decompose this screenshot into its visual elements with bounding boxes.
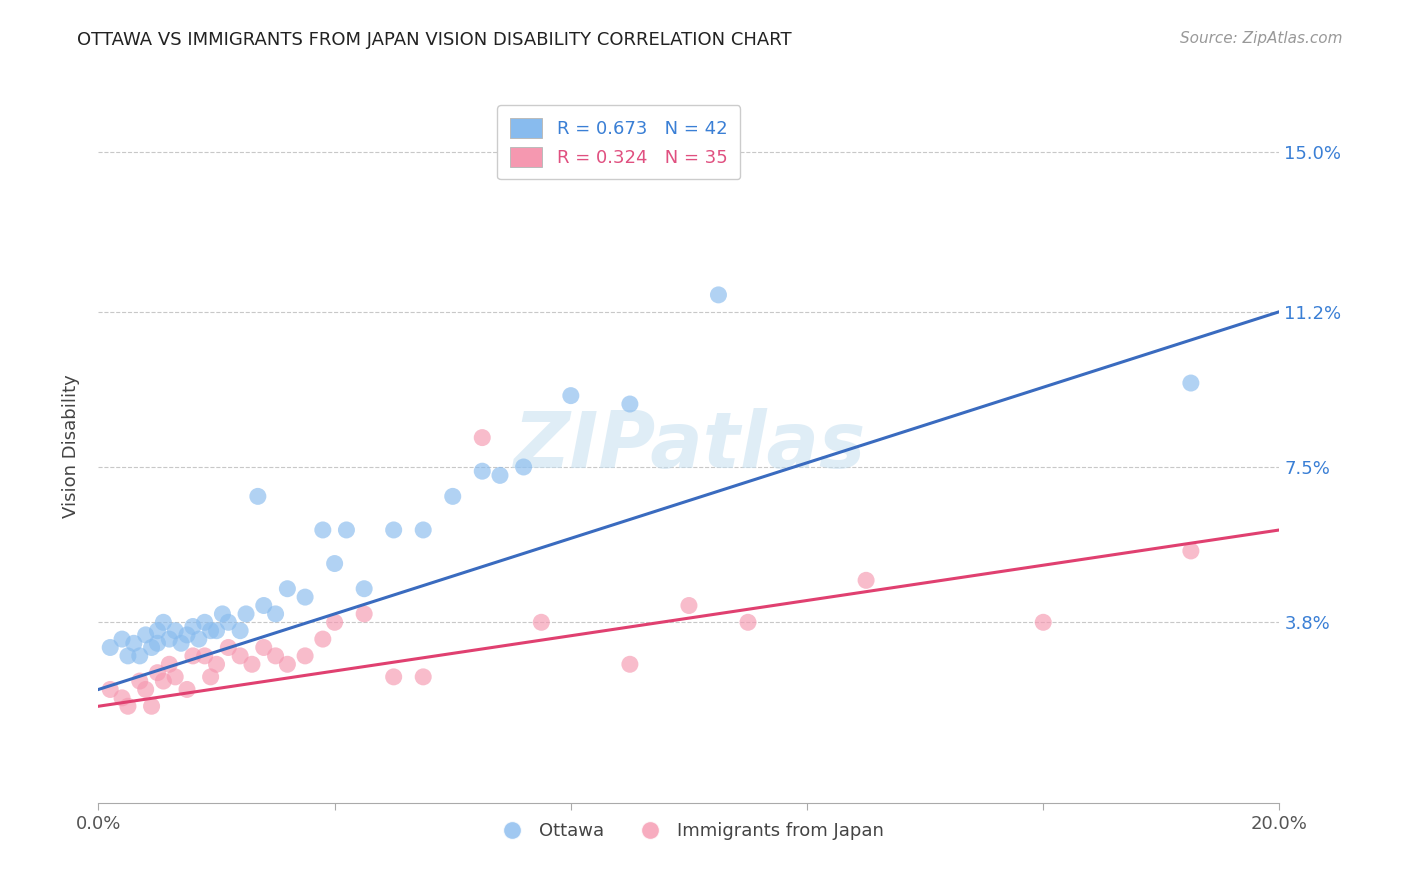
- Point: [335, 523, 357, 537]
- Point: [128, 674, 150, 689]
- Point: [135, 682, 157, 697]
- Point: [619, 397, 641, 411]
- Point: [211, 607, 233, 621]
- Point: [165, 670, 187, 684]
- Point: [194, 648, 217, 663]
- Point: [530, 615, 553, 630]
- Point: [294, 590, 316, 604]
- Point: [246, 489, 269, 503]
- Point: [1180, 376, 1202, 390]
- Text: Source: ZipAtlas.com: Source: ZipAtlas.com: [1180, 31, 1343, 46]
- Point: [264, 607, 287, 621]
- Point: [217, 640, 239, 655]
- Point: [135, 628, 157, 642]
- Point: [152, 615, 174, 630]
- Point: [176, 682, 198, 697]
- Point: [1032, 615, 1054, 630]
- Point: [323, 615, 346, 630]
- Point: [146, 636, 169, 650]
- Point: [205, 624, 228, 638]
- Point: [353, 607, 375, 621]
- Text: OTTAWA VS IMMIGRANTS FROM JAPAN VISION DISABILITY CORRELATION CHART: OTTAWA VS IMMIGRANTS FROM JAPAN VISION D…: [77, 31, 792, 49]
- Text: ZIPatlas: ZIPatlas: [513, 408, 865, 484]
- Point: [181, 619, 204, 633]
- Point: [678, 599, 700, 613]
- Y-axis label: Vision Disability: Vision Disability: [62, 374, 80, 518]
- Point: [253, 599, 276, 613]
- Point: [98, 640, 121, 655]
- Point: [412, 670, 434, 684]
- Point: [200, 624, 222, 638]
- Point: [353, 582, 375, 596]
- Point: [737, 615, 759, 630]
- Point: [117, 648, 139, 663]
- Point: [253, 640, 276, 655]
- Point: [128, 648, 150, 663]
- Point: [294, 648, 316, 663]
- Point: [489, 468, 512, 483]
- Point: [312, 632, 335, 646]
- Point: [1180, 544, 1202, 558]
- Point: [707, 288, 730, 302]
- Point: [181, 648, 204, 663]
- Point: [98, 682, 121, 697]
- Point: [441, 489, 464, 503]
- Point: [170, 636, 193, 650]
- Point: [229, 648, 252, 663]
- Point: [117, 699, 139, 714]
- Point: [412, 523, 434, 537]
- Point: [194, 615, 217, 630]
- Point: [312, 523, 335, 537]
- Point: [560, 389, 582, 403]
- Point: [111, 632, 134, 646]
- Point: [122, 636, 145, 650]
- Point: [264, 648, 287, 663]
- Point: [141, 699, 163, 714]
- Point: [157, 632, 180, 646]
- Point: [157, 657, 180, 672]
- Point: [240, 657, 263, 672]
- Point: [512, 460, 534, 475]
- Point: [382, 670, 405, 684]
- Legend: Ottawa, Immigrants from Japan: Ottawa, Immigrants from Japan: [486, 815, 891, 847]
- Point: [229, 624, 252, 638]
- Point: [200, 670, 222, 684]
- Point: [471, 464, 494, 478]
- Point: [276, 657, 298, 672]
- Point: [619, 657, 641, 672]
- Point: [323, 557, 346, 571]
- Point: [471, 431, 494, 445]
- Point: [141, 640, 163, 655]
- Point: [146, 624, 169, 638]
- Point: [187, 632, 209, 646]
- Point: [176, 628, 198, 642]
- Point: [205, 657, 228, 672]
- Point: [111, 690, 134, 705]
- Point: [382, 523, 405, 537]
- Point: [146, 665, 169, 680]
- Point: [855, 574, 877, 588]
- Point: [165, 624, 187, 638]
- Point: [276, 582, 298, 596]
- Point: [217, 615, 239, 630]
- Point: [235, 607, 257, 621]
- Point: [152, 674, 174, 689]
